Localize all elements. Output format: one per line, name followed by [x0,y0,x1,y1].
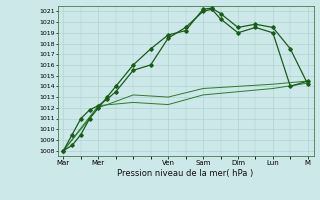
X-axis label: Pression niveau de la mer( hPa ): Pression niveau de la mer( hPa ) [117,169,254,178]
